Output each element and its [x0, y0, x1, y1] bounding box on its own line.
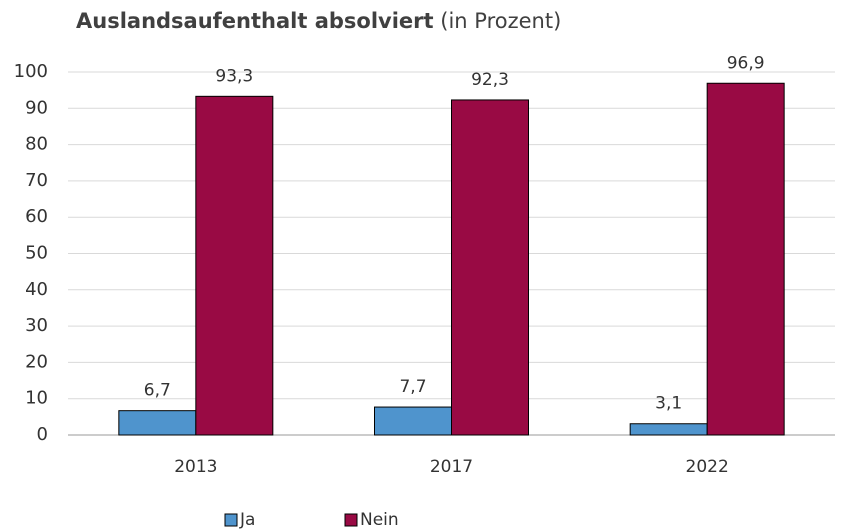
legend-label: Ja: [239, 510, 255, 530]
y-tick-label: 20: [25, 351, 48, 372]
legend-swatch: [224, 513, 238, 527]
bar: [451, 99, 529, 436]
title-main: Auslandsaufenthalt absolviert: [76, 9, 434, 33]
bar: [629, 423, 708, 436]
y-tick-label: 100: [14, 61, 48, 82]
y-tick-label: 40: [25, 279, 48, 300]
y-tick-label: 90: [25, 97, 48, 118]
value-label: 6,7: [144, 381, 171, 401]
y-tick-label: 0: [37, 424, 48, 445]
x-tick-label: 2017: [430, 457, 473, 477]
y-tick-label: 30: [25, 315, 48, 336]
y-tick-label: 80: [25, 134, 48, 155]
y-tick-label: 60: [25, 206, 48, 227]
bar: [118, 410, 197, 436]
legend-label: Nein: [360, 510, 399, 530]
bar: [706, 82, 785, 436]
value-label: 7,7: [399, 377, 426, 397]
value-label: 92,3: [471, 70, 509, 90]
y-tick-label: 50: [25, 243, 48, 264]
y-tick-label: 70: [25, 170, 48, 191]
title-sub: (in Prozent): [440, 9, 561, 33]
bar: [374, 406, 452, 436]
legend-swatch: [344, 513, 358, 527]
value-label: 96,9: [727, 53, 765, 73]
bar: [195, 95, 274, 436]
value-label: 3,1: [655, 394, 682, 414]
value-label: 93,3: [215, 66, 253, 86]
chart-title: Auslandsaufenthalt absolviert (in Prozen…: [76, 9, 561, 33]
y-tick-label: 10: [25, 388, 48, 409]
x-tick-label: 2013: [174, 457, 217, 477]
x-tick-label: 2022: [686, 457, 729, 477]
